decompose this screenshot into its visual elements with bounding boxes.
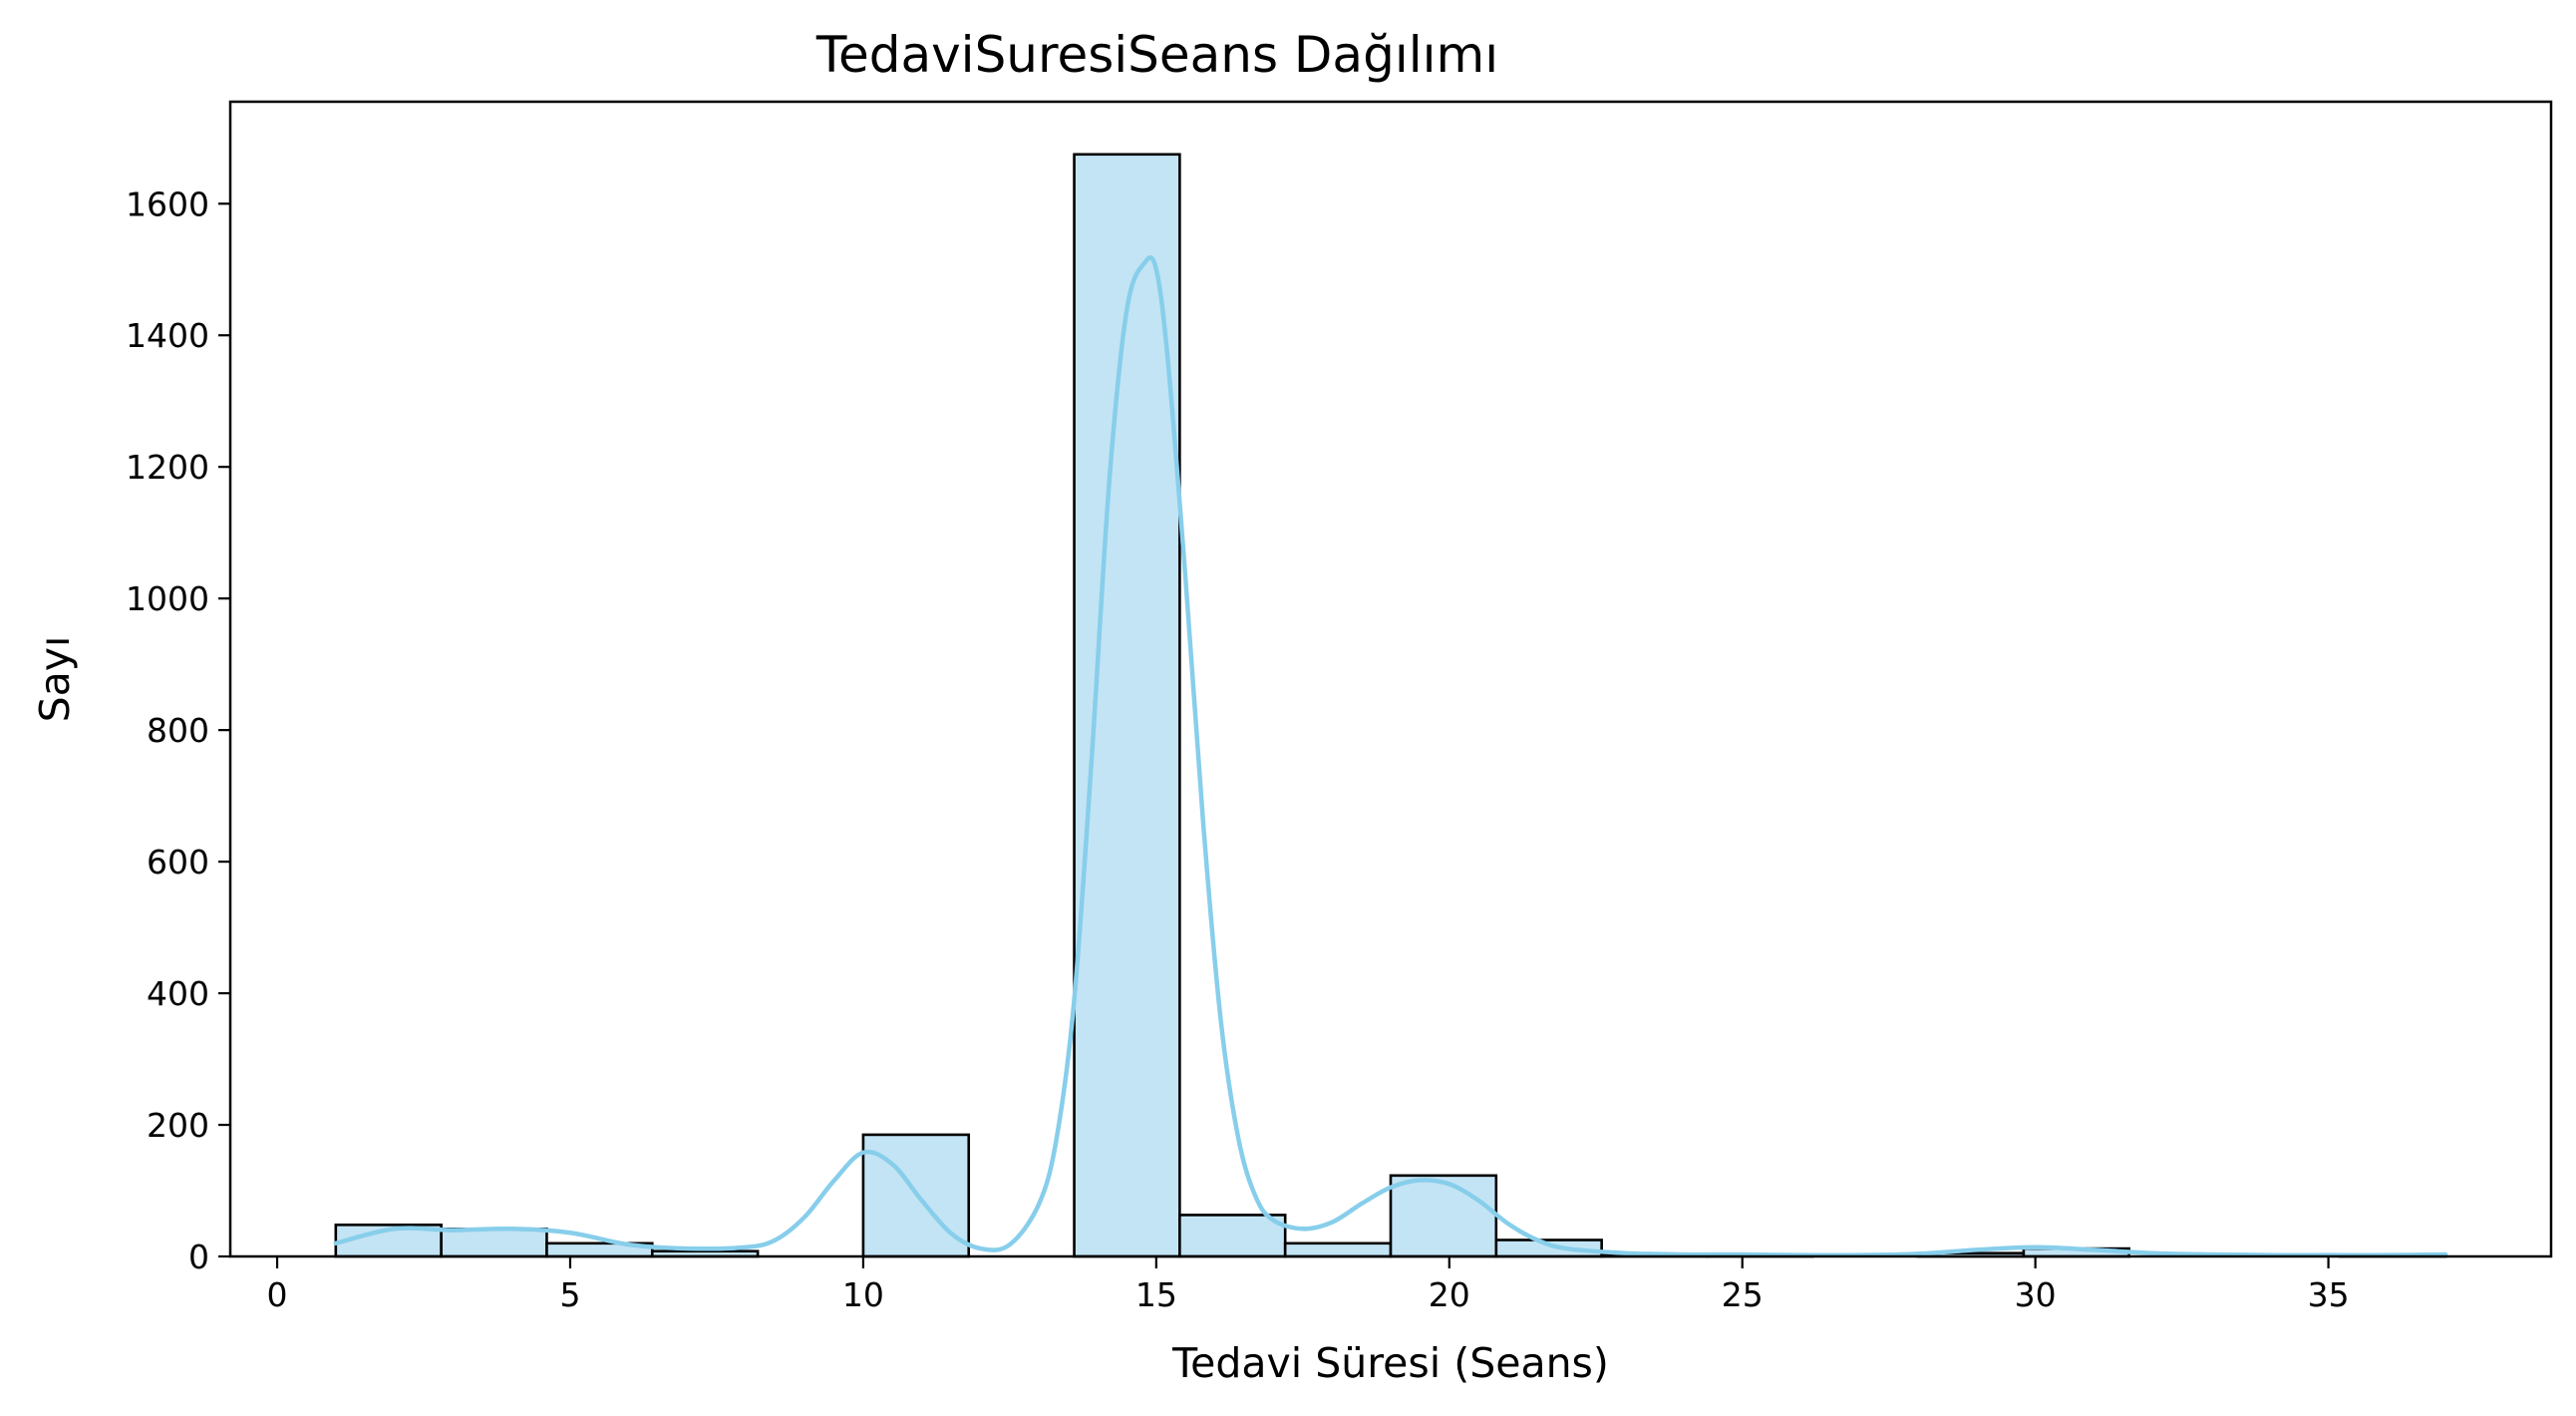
y-tick-label: 600 [147, 843, 209, 882]
histogram-bar-8 [1178, 1214, 1287, 1258]
y-tick-label: 800 [147, 711, 209, 750]
x-tick-label: 5 [559, 1275, 580, 1314]
chart-title: TedaviSuresiSeans Dağılımı [815, 26, 1498, 84]
kde-layer [333, 255, 2448, 1258]
histogram-bar-9 [1283, 1241, 1393, 1258]
x-tick-label: 35 [2308, 1275, 2350, 1314]
x-axis-label: Tedavi Süresi (Seans) [1171, 1339, 1609, 1387]
kde-curve [333, 255, 2448, 1258]
x-tick-label: 10 [842, 1275, 884, 1314]
x-tick-label: 30 [2015, 1275, 2057, 1314]
y-axis: 0 200 400 600 800 1000 1200 1400 1600 [126, 184, 230, 1276]
histogram-bar-1 [440, 1227, 548, 1258]
y-tick-label: 0 [188, 1238, 209, 1276]
bars-layer [334, 153, 2447, 1258]
y-tick-label: 1200 [126, 448, 209, 487]
x-tick-label: 15 [1135, 1275, 1177, 1314]
histogram-bar-10 [1389, 1174, 1498, 1258]
y-tick-label: 200 [147, 1106, 209, 1145]
x-tick-label: 25 [1722, 1275, 1764, 1314]
x-tick-label: 0 [267, 1275, 288, 1314]
y-tick-label: 1000 [126, 579, 209, 618]
y-tick-label: 1600 [126, 184, 209, 223]
plot-frame [228, 100, 2553, 1258]
y-tick-label: 400 [147, 974, 209, 1013]
y-tick-label: 1400 [126, 316, 209, 355]
y-axis-label: Sayı [31, 636, 79, 723]
x-axis: 0 5 10 15 20 25 30 35 [267, 1256, 2350, 1314]
x-tick-label: 20 [1429, 1275, 1470, 1314]
